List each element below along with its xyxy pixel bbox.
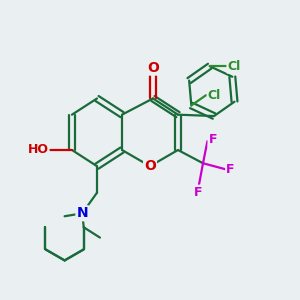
Text: F: F <box>194 186 203 199</box>
Text: HO: HO <box>28 143 49 157</box>
Text: F: F <box>208 133 217 146</box>
Text: Cl: Cl <box>227 60 241 73</box>
Text: F: F <box>226 163 235 176</box>
Text: O: O <box>147 61 159 75</box>
Text: Cl: Cl <box>208 89 221 102</box>
Text: N: N <box>76 206 88 220</box>
Text: O: O <box>144 159 156 173</box>
